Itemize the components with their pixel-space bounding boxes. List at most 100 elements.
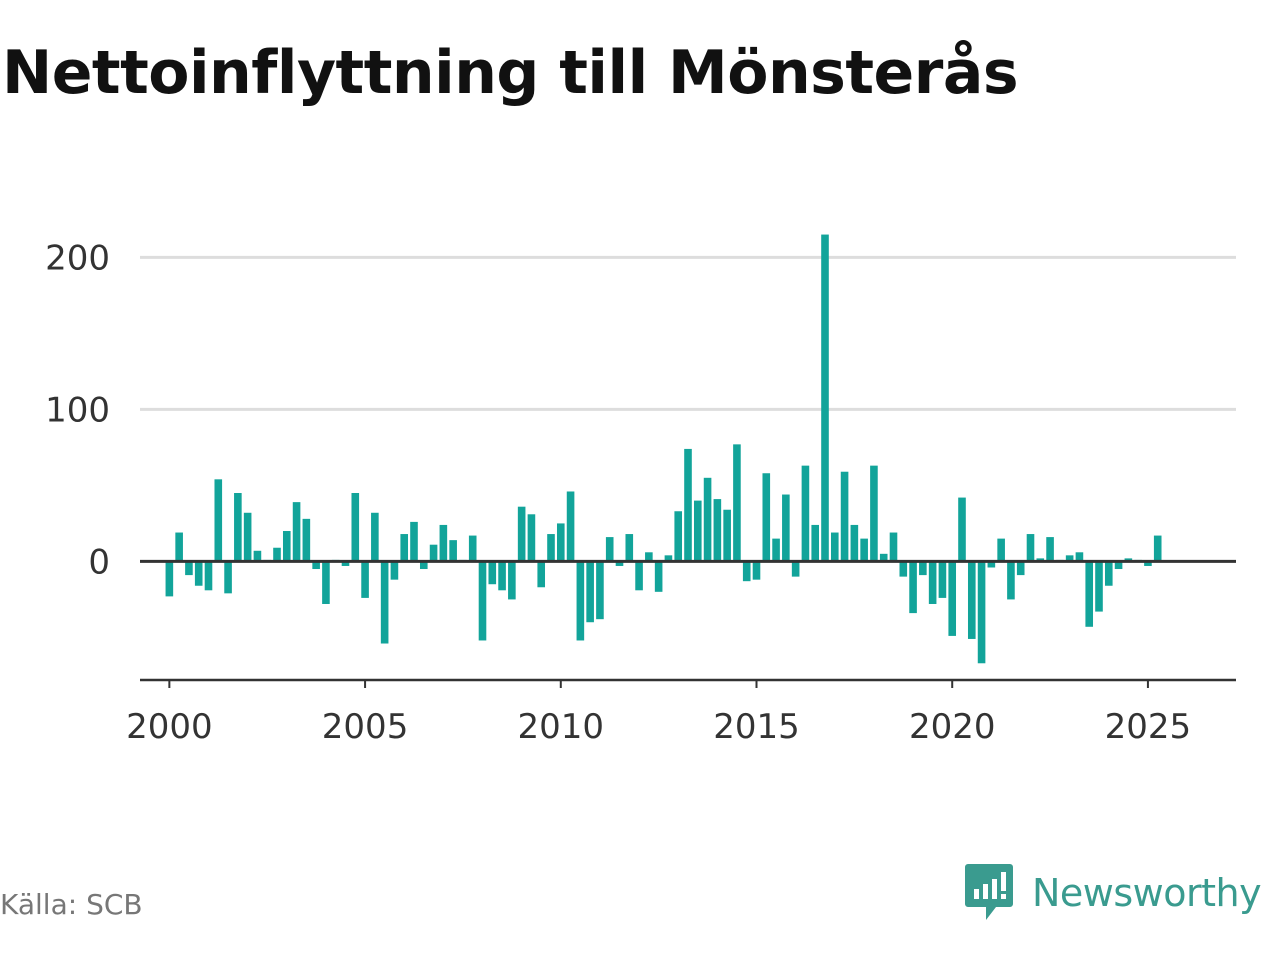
bar <box>752 561 761 580</box>
bar <box>273 547 281 562</box>
bar <box>517 506 526 562</box>
bar <box>948 561 957 636</box>
bar <box>791 561 800 577</box>
bar <box>371 512 379 562</box>
bar <box>547 534 555 562</box>
bar <box>928 561 937 604</box>
bar <box>1036 558 1045 562</box>
bar <box>449 540 457 562</box>
bar <box>879 553 888 562</box>
bar <box>508 561 516 600</box>
gridlines <box>140 255 1236 411</box>
bar <box>185 561 193 576</box>
bar <box>899 561 908 577</box>
bar <box>625 534 634 562</box>
bar <box>782 494 790 562</box>
bar <box>322 561 330 604</box>
bar <box>615 561 624 566</box>
bar <box>635 561 643 591</box>
bar <box>1026 534 1035 562</box>
bar-chart: 0 100 200 2000 2005 2010 2015 2020 2025 <box>45 234 1236 747</box>
bar <box>175 532 183 562</box>
bar <box>390 561 399 580</box>
bar <box>302 518 311 562</box>
page-title: Nettoinflyttning till Mönsterås <box>2 38 1019 108</box>
bar <box>938 561 947 598</box>
x-tick-label: 2000 <box>126 707 213 747</box>
x-tick-label: 2010 <box>518 707 605 747</box>
y-axis-ticks: 0 100 200 <box>45 238 110 582</box>
bar <box>165 561 174 597</box>
bar <box>772 538 780 562</box>
bar <box>889 532 898 562</box>
bar <box>860 538 868 562</box>
bar <box>850 524 859 562</box>
bar <box>664 555 673 562</box>
bar <box>556 523 565 562</box>
bar <box>909 561 917 614</box>
bar <box>762 473 771 562</box>
bar <box>566 491 575 562</box>
bar <box>703 477 712 562</box>
bar <box>400 534 409 562</box>
bar <box>605 537 614 562</box>
bar <box>821 234 829 562</box>
bar <box>870 465 878 562</box>
bar <box>919 561 927 576</box>
bar <box>1075 552 1084 562</box>
bar <box>468 535 477 562</box>
bar <box>987 561 996 568</box>
bar <box>1095 561 1103 612</box>
bar <box>733 444 741 562</box>
x-tick-label: 2015 <box>713 707 800 747</box>
bar <box>341 561 350 566</box>
bar <box>1124 558 1133 562</box>
bar <box>292 502 301 562</box>
bar <box>410 521 418 562</box>
axes <box>140 559 1236 682</box>
bar <box>1085 561 1094 627</box>
bar <box>1153 535 1162 562</box>
y-tick-label: 0 <box>88 542 110 582</box>
bar <box>429 544 438 562</box>
bar <box>713 499 722 562</box>
brand-logo[interactable]: Newsworthy <box>964 862 1262 924</box>
bar <box>1046 537 1054 562</box>
bar <box>282 531 291 562</box>
bar <box>439 524 448 562</box>
bar <box>723 509 731 562</box>
x-tick-label: 2020 <box>909 707 996 747</box>
bar <box>527 514 536 562</box>
bar <box>958 497 966 562</box>
bar <box>351 493 360 562</box>
bar <box>801 465 810 562</box>
bar <box>997 538 1005 562</box>
bar <box>830 532 839 562</box>
y-tick-label: 100 <box>45 390 110 430</box>
bar <box>840 471 849 562</box>
bar <box>243 512 252 562</box>
source-label: Källa: SCB <box>0 888 143 921</box>
bar <box>654 561 663 592</box>
bar <box>645 552 653 562</box>
bar <box>478 561 487 641</box>
bar <box>234 493 242 562</box>
brand-name: Newsworthy <box>1032 871 1262 915</box>
bar <box>576 561 585 641</box>
bar <box>194 561 203 586</box>
x-tick-label: 2005 <box>322 707 409 747</box>
bar <box>312 561 320 570</box>
x-axis-ticks: 2000 2005 2010 2015 2020 2025 <box>126 680 1191 747</box>
bar <box>1016 561 1025 576</box>
bar <box>224 561 232 594</box>
bar <box>488 561 497 585</box>
newsworthy-logo-icon <box>965 864 1013 920</box>
bars <box>165 234 1162 664</box>
bar <box>693 500 702 562</box>
bar <box>1007 561 1015 600</box>
bar <box>742 561 751 582</box>
bar <box>596 561 604 620</box>
bar <box>674 511 683 562</box>
bar <box>967 561 976 639</box>
bar <box>214 479 223 562</box>
